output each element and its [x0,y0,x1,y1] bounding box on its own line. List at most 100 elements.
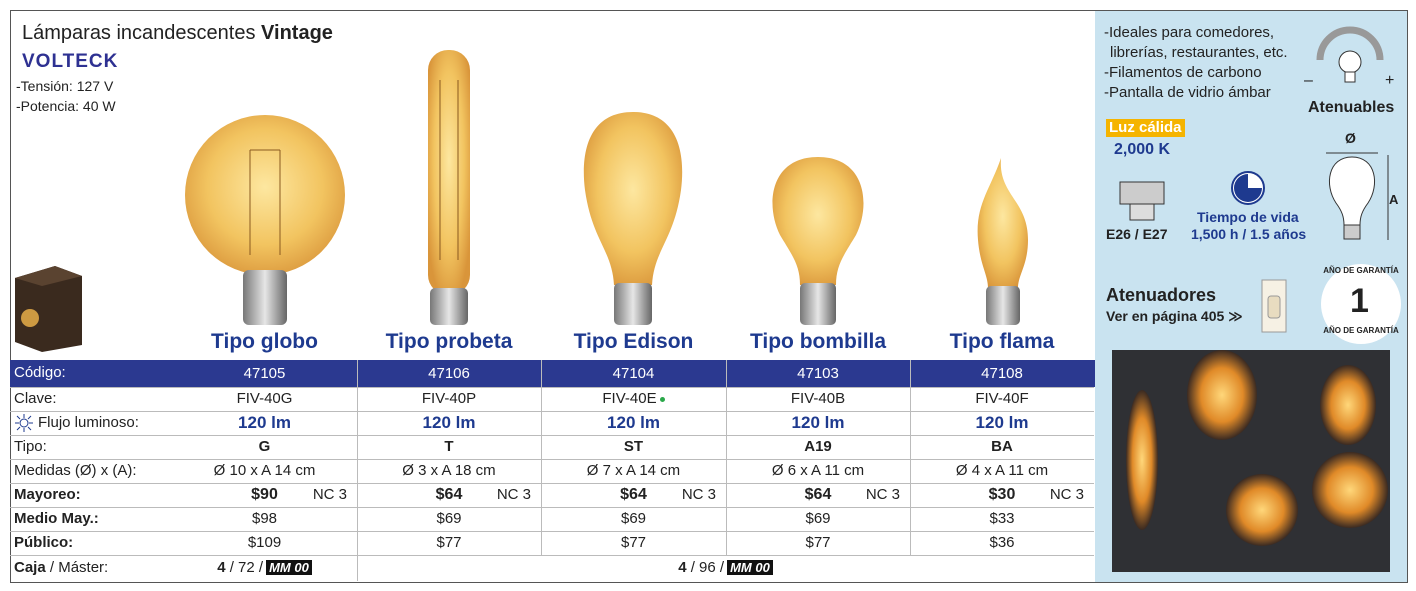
row-line [10,507,1094,508]
socket: E26 / E27 [1106,226,1168,242]
col-divider [726,360,727,555]
dims: Ø 10 x A 14 cm [213,462,316,479]
flux: 120 lm [791,413,845,432]
caja-inner: 4 [678,559,687,576]
publico: $77 [620,534,647,551]
bulb-tube [428,50,470,325]
new-dot [659,396,665,402]
row-line [10,387,1094,388]
row-line [10,411,1094,412]
type-name: Tipo probeta [385,330,513,353]
caja-master: / 96 / [690,559,725,576]
warranty-seal [1321,264,1401,344]
row-label: Mayoreo: [14,486,81,503]
shape: A19 [804,438,832,455]
feature: -Pantalla de vidrio ámbar [1104,84,1271,101]
row-label: Público: [14,534,74,551]
row-line [10,555,1094,556]
nc: NC 3 [1049,486,1084,503]
caja-rest: / Máster: [49,559,109,576]
flux: 120 lm [975,413,1029,432]
caja-badge: MM 00 [727,560,773,575]
feature: librerías, restaurantes, etc. [1110,44,1288,61]
medio: $69 [436,510,462,527]
shape: BA [991,438,1013,455]
plus: + [1385,72,1395,89]
dim-height: A [1389,192,1399,207]
mayoreo: $64 [435,486,463,503]
col-divider [357,360,358,581]
clave: FIV-40B [726,387,910,411]
publico: $109 [247,534,282,551]
mayoreo: $90 [251,486,278,503]
row-line [10,459,1094,460]
medio: $98 [251,510,278,527]
clave: FIV-40G [172,387,357,411]
shape: G [258,438,271,455]
spec: -Potencia: 40 W [16,98,116,114]
clave-text: FIV-40B [790,390,846,407]
publico: $77 [436,534,462,551]
col-divider [910,360,911,555]
caja-master: / 72 / [229,559,264,576]
title-bold: Vintage [261,22,333,44]
dims: Ø 6 x A 11 cm [771,462,865,479]
nc: NC 3 [496,486,531,503]
flux: 120 lm [422,413,476,432]
dimension-icon [1326,152,1389,240]
row-line [10,531,1094,532]
bulb-edison [583,112,683,325]
life-icon [1231,171,1265,205]
code: 47106 [428,365,470,382]
product-box [15,266,82,352]
dims: Ø 7 x A 14 cm [586,462,681,479]
caja-bold: Caja [14,559,46,576]
row-label: Tipo: [14,438,47,455]
caja-badge: MM 00 [266,560,312,575]
medio: $33 [989,510,1015,527]
dimmers-link[interactable]: Ver en página 405 ≫ [1106,308,1243,324]
type-name: Tipo globo [211,330,318,353]
photo [1112,350,1390,572]
warranty-text: AÑO DE GARANTÍA [1323,266,1399,275]
col-divider [541,360,542,555]
code: 47105 [243,365,286,382]
bulb-flame [977,158,1028,325]
caja: 4 / 96 /MM 00 [357,556,1094,580]
row-label: Código: [14,364,66,381]
bulb-globe [185,115,345,325]
dimmable: Atenuables [1308,99,1395,116]
medio: $69 [620,510,647,527]
type-name: Tipo bombilla [749,330,887,353]
row-line [10,435,1094,436]
shape: ST [623,438,644,455]
specs: -Tensión: 127 V -Potencia: 40 W [16,76,116,116]
features: -Ideales para comedores, librerías, rest… [1104,23,1288,103]
flux: 120 lm [238,413,291,432]
minus: – [1304,72,1313,89]
feature: -Filamentos de carbono [1104,64,1262,81]
shape: T [444,438,454,455]
caja-inner: 4 [217,559,226,576]
clave: FIV-40E [541,387,726,411]
type-name: Tipo flama [949,330,1055,353]
row-label: Clave: [14,390,57,407]
type-name: Tipo Edison [573,330,694,353]
mayoreo: $64 [620,486,647,503]
header-row [10,360,1095,387]
clave: FIV-40F [910,387,1094,411]
bulb-art [15,50,1028,352]
feature: -Ideales para comedores, [1104,24,1275,41]
clave-text: FIV-40G [236,390,293,407]
title: Lámparas incandescentes Vintage [22,22,333,45]
warm-label: Luz cálida [1106,119,1185,137]
warranty-text: AÑO DE GARANTÍA [1323,326,1399,335]
nc: NC 3 [312,486,347,503]
nc: NC 3 [681,486,716,503]
life-value: 1,500 h / 1.5 años [1191,226,1307,242]
clave: FIV-40P [357,387,541,411]
dimmers-title: Atenuadores [1106,285,1217,305]
dimmer-switch [1261,279,1287,333]
clave-text: FIV-40P [421,390,477,407]
